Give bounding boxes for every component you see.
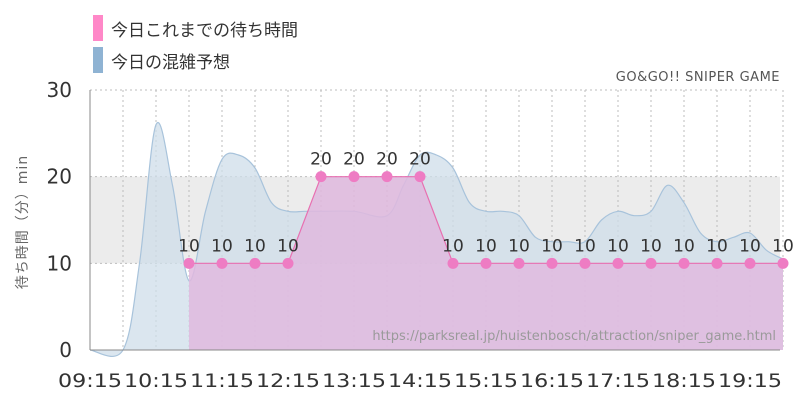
actual-point bbox=[711, 257, 723, 269]
actual-point bbox=[513, 257, 525, 269]
data-label: 10 bbox=[739, 236, 761, 256]
y-tick-label: 20 bbox=[47, 165, 72, 189]
actual-points-layer bbox=[183, 171, 789, 269]
actual-point bbox=[447, 257, 459, 269]
actual-point bbox=[249, 257, 261, 269]
axes-layer: 0 10 20 30 09:15 10:15 11:15 12:15 13:15 14:15 15:… bbox=[47, 78, 782, 392]
x-tick-label: 16:15 bbox=[520, 370, 584, 392]
x-tick-label: 19:15 bbox=[718, 370, 782, 392]
actual-point bbox=[381, 171, 393, 183]
actual-point bbox=[183, 257, 195, 269]
legend-label-actual: 今日これまでの待ち時間 bbox=[111, 20, 298, 41]
y-tick-label: 10 bbox=[47, 251, 72, 275]
x-tick-label: 10:15 bbox=[124, 370, 188, 392]
actual-point bbox=[579, 257, 591, 269]
data-label: 10 bbox=[673, 236, 695, 256]
source-url: https://parksreal.jp/huistenbosch/attrac… bbox=[372, 329, 776, 344]
actual-point bbox=[315, 171, 327, 183]
data-label: 20 bbox=[310, 150, 332, 170]
actual-point bbox=[480, 257, 492, 269]
legend: 今日これまでの待ち時間 今日の混雑予想 bbox=[93, 14, 298, 78]
actual-point bbox=[612, 257, 624, 269]
data-label: 20 bbox=[409, 150, 431, 170]
data-label: 10 bbox=[541, 236, 563, 256]
data-label: 10 bbox=[508, 236, 530, 256]
actual-point bbox=[678, 257, 690, 269]
actual-point bbox=[216, 257, 228, 269]
data-label: 10 bbox=[475, 236, 497, 256]
actual-point bbox=[777, 257, 789, 269]
legend-swatch-forecast bbox=[93, 47, 103, 73]
legend-item-forecast[interactable]: 今日の混雑予想 bbox=[93, 46, 298, 74]
actual-point bbox=[744, 257, 756, 269]
actual-point bbox=[348, 171, 360, 183]
data-label: 10 bbox=[277, 236, 299, 256]
actual-point bbox=[414, 171, 426, 183]
data-label: 20 bbox=[343, 150, 365, 170]
data-label: 20 bbox=[376, 150, 398, 170]
x-tick-label: 13:15 bbox=[322, 370, 386, 392]
watermark: GO&GO!! SNIPER GAME bbox=[615, 70, 780, 85]
forecast-line bbox=[89, 121, 784, 357]
legend-label-forecast: 今日の混雑予想 bbox=[111, 52, 230, 73]
data-label: 10 bbox=[706, 236, 728, 256]
y-tick-label: 0 bbox=[59, 338, 72, 362]
data-label: 10 bbox=[211, 236, 233, 256]
data-label: 10 bbox=[442, 236, 464, 256]
x-tick-label: 15:15 bbox=[454, 370, 518, 392]
x-tick-label: 17:15 bbox=[586, 370, 650, 392]
data-label: 10 bbox=[574, 236, 596, 256]
data-label: 10 bbox=[244, 236, 266, 256]
x-tick-label: 14:15 bbox=[388, 370, 452, 392]
data-label: 10 bbox=[640, 236, 662, 256]
data-label: 10 bbox=[607, 236, 629, 256]
data-labels-layer: 10 10 10 10 20 20 20 20 10 10 10 10 10 10 10 10 10 10 10 bbox=[178, 150, 794, 257]
x-tick-label: 11:15 bbox=[190, 370, 254, 392]
y-tick-label: 30 bbox=[47, 78, 72, 102]
legend-item-actual[interactable]: 今日これまでの待ち時間 bbox=[93, 14, 298, 42]
actual-point bbox=[546, 257, 558, 269]
actual-point bbox=[645, 257, 657, 269]
x-tick-label: 12:15 bbox=[256, 370, 320, 392]
data-label: 10 bbox=[772, 236, 794, 256]
x-tick-label: 18:15 bbox=[652, 370, 716, 392]
actual-point bbox=[282, 257, 294, 269]
data-label: 10 bbox=[178, 236, 200, 256]
legend-swatch-actual bbox=[93, 15, 103, 41]
x-tick-label: 09:15 bbox=[58, 370, 122, 392]
